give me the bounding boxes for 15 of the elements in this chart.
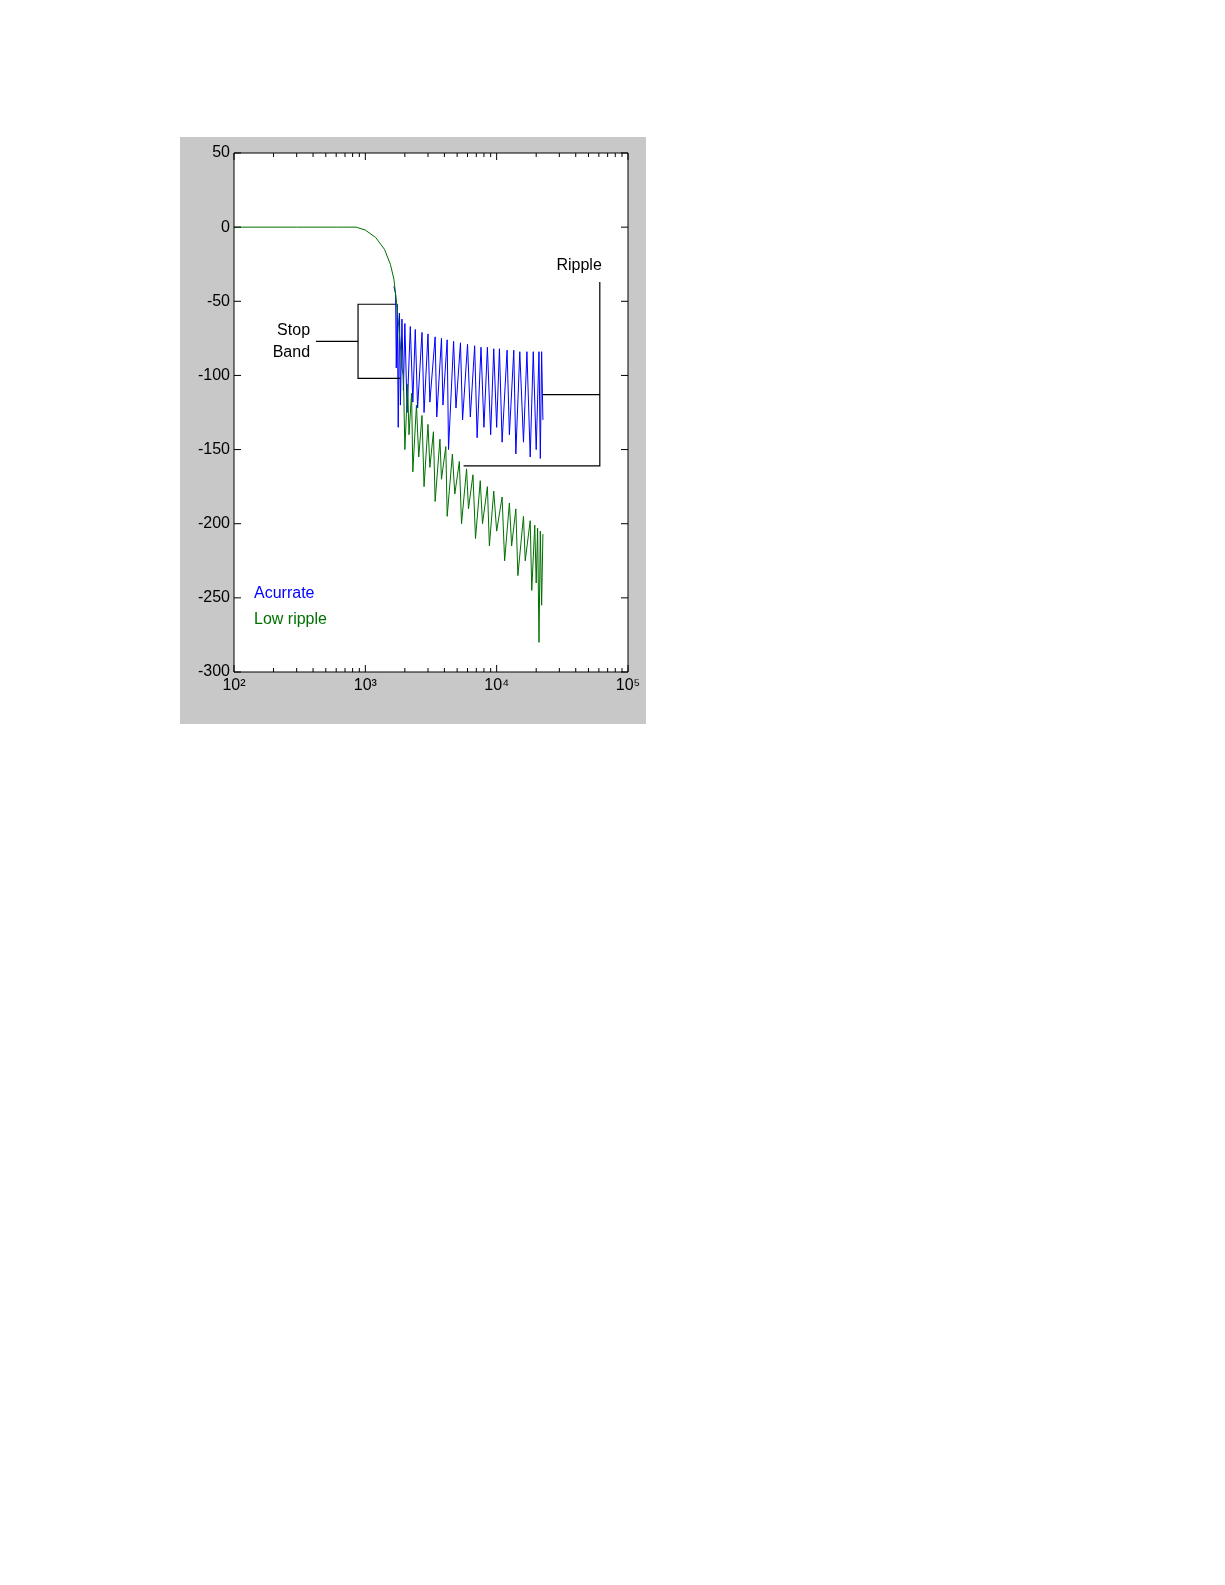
annotation: Ripple <box>556 256 602 274</box>
text: Low ripple <box>254 610 328 628</box>
y-tick-label: -150 <box>197 439 231 457</box>
y-tick-label: -100 <box>197 365 231 383</box>
y-tick-label: 0 <box>221 217 231 235</box>
annotation: Stop Band <box>272 320 311 360</box>
x-tick-label: 10³ <box>353 676 378 694</box>
y-tick-label: -200 <box>197 514 231 532</box>
x-tick-label: 10⁵ <box>615 676 641 694</box>
y-tick-label: 50 <box>212 143 231 161</box>
x-tick-label: 10² <box>222 676 247 694</box>
y-tick-label: -50 <box>206 291 231 309</box>
text: Acurrate <box>254 584 315 602</box>
x-tick-label: 10⁴ <box>484 676 510 694</box>
y-tick-label: -250 <box>197 588 231 606</box>
